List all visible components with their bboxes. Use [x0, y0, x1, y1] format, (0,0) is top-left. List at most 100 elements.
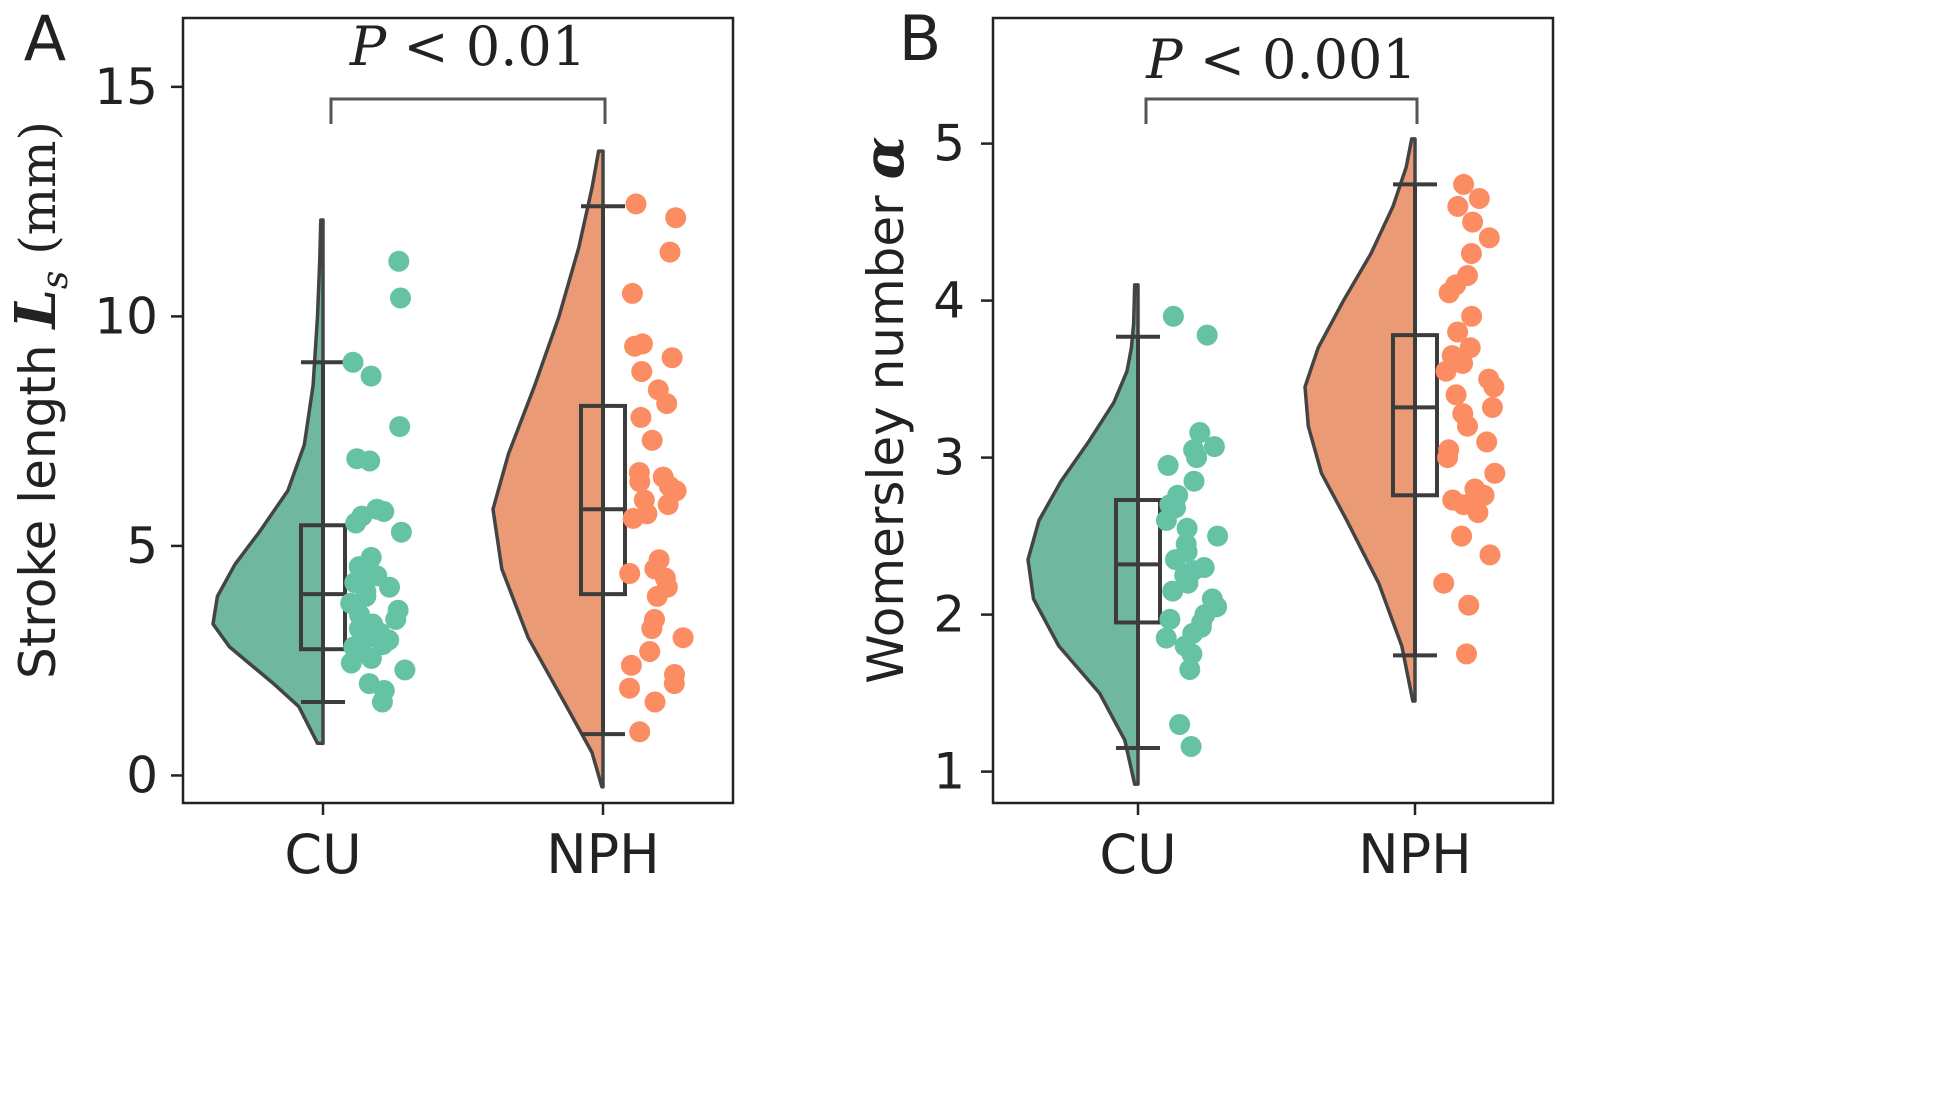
data-point-cu: [340, 652, 362, 674]
data-point-nph: [1433, 572, 1455, 594]
y-axis-label-symbol: L: [3, 289, 69, 330]
data-point-nph: [1438, 282, 1460, 304]
data-point-nph: [1483, 376, 1505, 398]
data-point-cu: [1157, 454, 1179, 476]
data-point-cu: [373, 501, 395, 522]
y-axis-label-text: Stroke length: [9, 329, 67, 680]
data-point-cu: [394, 659, 416, 681]
panel-label: B: [899, 2, 942, 75]
data-point-cu: [360, 647, 382, 669]
data-point-cu: [1165, 549, 1186, 571]
data-point-cu: [1181, 643, 1203, 665]
y-tick-label: 15: [94, 58, 158, 116]
axes-frame: [181, 16, 735, 805]
y-tick-label: 4: [933, 272, 965, 330]
significance-bracket: [1144, 97, 1419, 124]
y-tick-label: 5: [933, 115, 965, 173]
data-point-nph: [1467, 502, 1489, 523]
data-point-nph: [625, 193, 647, 215]
data-point-nph: [646, 585, 668, 607]
data-point-nph: [1461, 305, 1483, 327]
y-tick-label: 3: [933, 429, 965, 487]
data-point-nph: [624, 335, 646, 357]
significance-p: P: [349, 15, 388, 78]
data-point-nph: [1473, 484, 1495, 506]
y-tick-label: 0: [126, 746, 158, 804]
data-point-cu: [389, 416, 411, 438]
panel-b: 1 2 3 4 5 CU NPH B Womersley number α P < 0.001: [851, 2, 1555, 886]
data-point-nph: [1457, 415, 1478, 437]
data-point-cu: [1162, 580, 1184, 602]
violin-cu: [1026, 283, 1140, 786]
y-axis-label: Stroke length Ls (mm): [3, 121, 76, 679]
x-tick-label: NPH: [546, 823, 660, 886]
data-point-cu: [1159, 608, 1181, 630]
x-tick-label: CU: [284, 823, 361, 886]
data-point-cu: [1162, 305, 1184, 327]
violin-nph: [491, 149, 605, 789]
violin-nph: [1303, 137, 1417, 703]
data-point-nph: [1456, 643, 1477, 665]
data-point-nph: [1452, 352, 1474, 374]
data-point-cu: [360, 365, 382, 387]
data-point-nph: [644, 691, 666, 713]
data-point-cu: [385, 608, 407, 630]
data-point-nph: [629, 721, 651, 743]
data-point-cu: [372, 634, 394, 656]
data-point-nph: [1468, 188, 1490, 209]
data-point-cu: [1183, 470, 1205, 492]
data-point-cu: [379, 576, 400, 598]
data-point-cu: [342, 351, 364, 373]
significance-p: P: [1145, 28, 1184, 91]
data-point-nph: [1451, 525, 1473, 547]
data-point-nph: [657, 494, 679, 516]
significance-value: < 0.01: [386, 15, 586, 78]
data-point-nph: [1453, 173, 1475, 195]
data-point-cu: [1207, 525, 1229, 547]
y-axis-label-symbol: α: [851, 136, 917, 179]
data-point-nph: [656, 393, 678, 415]
data-point-nph: [629, 471, 651, 493]
data-point-nph: [621, 282, 643, 304]
significance-label: P < 0.01: [349, 15, 586, 78]
data-point-nph: [1445, 384, 1467, 406]
data-point-nph: [1459, 337, 1481, 359]
y-tick-label: 5: [126, 517, 158, 575]
significance-label: P < 0.001: [1145, 28, 1417, 91]
data-point-nph: [1481, 396, 1503, 418]
data-point-cu: [359, 450, 381, 472]
data-point-nph: [622, 507, 644, 529]
data-point-cu: [388, 250, 410, 272]
data-point-nph: [672, 627, 694, 649]
significance-bracket: [329, 97, 607, 124]
panel-label: A: [24, 2, 66, 75]
y-axis-label-units: (mm): [9, 121, 67, 271]
data-point-cu: [1186, 447, 1208, 469]
data-point-nph: [659, 241, 681, 263]
axes-frame: [991, 16, 1555, 805]
data-point-cu: [390, 287, 411, 309]
data-point-nph: [641, 429, 663, 451]
data-point-nph: [1447, 195, 1469, 217]
data-point-nph: [641, 618, 663, 640]
data-point-cu: [1189, 422, 1211, 443]
data-point-nph: [665, 207, 687, 229]
data-point-cu: [1169, 714, 1191, 735]
data-point-cu: [1155, 627, 1177, 649]
data-point-nph: [663, 673, 685, 695]
x-tick-label: CU: [1099, 823, 1176, 886]
data-point-nph: [619, 563, 641, 584]
box-iqr: [299, 523, 347, 652]
data-point-nph: [1437, 447, 1459, 469]
data-point-cu: [345, 512, 367, 534]
data-point-cu: [1179, 659, 1201, 680]
data-point-nph: [1484, 462, 1506, 484]
y-tick-label: 2: [933, 586, 965, 644]
y-tick-label: 1: [933, 743, 965, 801]
data-point-nph: [619, 677, 640, 699]
data-point-cu: [1196, 324, 1218, 346]
data-point-nph: [1435, 360, 1457, 382]
significance-value: < 0.001: [1183, 28, 1417, 91]
data-point-nph: [630, 406, 652, 428]
